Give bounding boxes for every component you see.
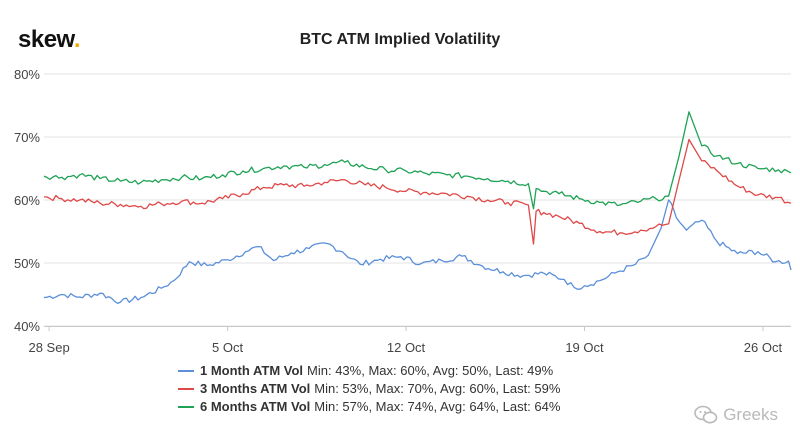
series-line-0	[43, 199, 792, 305]
legend-swatch-6m	[178, 406, 194, 408]
legend-swatch-1m	[178, 370, 194, 372]
legend-stats-6m: Min: 57%, Max: 74%, Avg: 64%, Last: 64%	[314, 399, 561, 414]
series-line-1	[43, 138, 792, 245]
x-tick-label-35: 5 Oct	[212, 340, 243, 355]
x-tick-label-28: 28 Sep	[28, 340, 69, 355]
x-tick-label-42: 12 Oct	[387, 340, 426, 355]
watermark: Greeks	[694, 405, 778, 425]
series-line-2	[43, 111, 792, 210]
y-tick-label-50: 50%	[14, 256, 40, 271]
legend: 1 Month ATM Vol Min: 43%, Max: 60%, Avg:…	[178, 362, 560, 416]
legend-label-6m: 6 Months ATM Vol	[200, 399, 311, 414]
legend-item-1m[interactable]: 1 Month ATM Vol Min: 43%, Max: 60%, Avg:…	[178, 362, 560, 380]
x-tick-label-56: 26 Oct	[744, 340, 783, 355]
wechat-icon	[694, 405, 718, 424]
y-tick-label-70: 70%	[14, 130, 40, 145]
y-tick-label-60: 60%	[14, 193, 40, 208]
legend-label-1m: 1 Month ATM Vol	[200, 363, 304, 378]
legend-stats-3m: Min: 53%, Max: 70%, Avg: 60%, Last: 59%	[314, 381, 561, 396]
chart-title: BTC ATM Implied Volatility	[299, 31, 501, 48]
logo-dot: .	[73, 26, 81, 53]
legend-stats-1m: Min: 43%, Max: 60%, Avg: 50%, Last: 49%	[307, 363, 554, 378]
x-tick-label-49: 19 Oct	[565, 340, 604, 355]
legend-item-3m[interactable]: 3 Months ATM Vol Min: 53%, Max: 70%, Avg…	[178, 380, 560, 398]
logo-text: skew	[18, 26, 74, 53]
y-tick-label-40: 40%	[14, 319, 40, 334]
watermark-text: Greeks	[723, 405, 778, 424]
legend-item-6m[interactable]: 6 Months ATM Vol Min: 57%, Max: 74%, Avg…	[178, 398, 560, 416]
legend-label-3m: 3 Months ATM Vol	[200, 381, 311, 396]
y-tick-label-80: 80%	[14, 67, 40, 82]
skew-logo: skew.	[18, 26, 81, 54]
legend-swatch-3m	[178, 388, 194, 390]
